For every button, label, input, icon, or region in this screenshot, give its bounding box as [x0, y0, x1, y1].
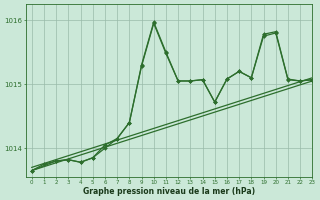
X-axis label: Graphe pression niveau de la mer (hPa): Graphe pression niveau de la mer (hPa): [83, 187, 255, 196]
